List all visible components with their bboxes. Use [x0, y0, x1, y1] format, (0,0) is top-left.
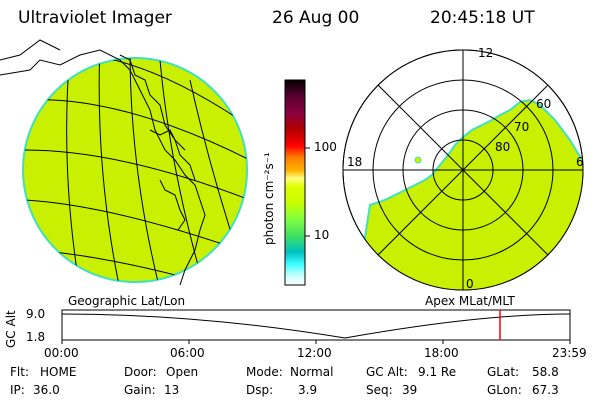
aurora-spot: [414, 156, 422, 164]
polar-image-panel: [342, 49, 584, 291]
polar-grid: [342, 49, 584, 291]
time-label: 20:45:18 UT: [430, 8, 535, 28]
alt-ytick-high: 9.0: [26, 307, 46, 321]
colorbar-gradient: [284, 79, 306, 286]
ip-label: IP:: [10, 383, 25, 397]
gain-label: Gain:: [124, 383, 156, 397]
geographic-image-panel: [0, 39, 248, 286]
geo-panel-label: Geographic Lat/Lon: [68, 294, 186, 308]
mlt-label-18: 18: [347, 155, 363, 169]
seq-value: 39: [402, 383, 418, 397]
geo-disk: [22, 57, 248, 283]
colorbar: [284, 79, 310, 286]
gcalt-value: 9.1 Re: [418, 365, 457, 379]
glat-value: 58.8: [532, 365, 559, 379]
mode-value: Normal: [290, 365, 334, 379]
glon-label: GLon:: [487, 383, 522, 397]
colorbar-unit-label: photon cm⁻²s⁻¹: [262, 152, 276, 245]
dsp-value: 3.9: [298, 383, 318, 397]
date-label: 26 Aug 00: [272, 8, 360, 28]
lat-label-70: 70: [514, 120, 530, 134]
altitude-plot: [61, 309, 571, 344]
app-title: Ultraviolet Imager: [18, 8, 172, 28]
lat-label-60: 60: [536, 97, 552, 111]
door-label: Door:: [124, 365, 157, 379]
coastline: [0, 39, 206, 286]
mode-label: Mode:: [246, 365, 283, 379]
alt-xtick-label-4: 23:59: [552, 346, 587, 360]
seq-label: Seq:: [366, 383, 393, 397]
alt-plot-frame: [61, 309, 571, 341]
alt-curve: [61, 313, 571, 339]
colorbar-label-100: 100: [314, 140, 337, 154]
polar-panel-label: Apex MLat/MLT: [425, 294, 515, 308]
mlt-label-0: 0: [466, 277, 474, 291]
glat-label: GLat:: [487, 365, 520, 379]
mlt-label-6: 6: [576, 155, 584, 169]
polar-aurora: [343, 98, 583, 290]
ip-value: 36.0: [33, 383, 60, 397]
gcalt-label: GC Alt:: [366, 365, 408, 379]
mlt-label-12: 12: [478, 46, 494, 60]
alt-xtick-label-2: 12:00: [297, 346, 332, 360]
dsp-label: Dsp:: [246, 383, 274, 397]
colorbar-label-10: 10: [314, 228, 330, 242]
flt-value: HOME: [40, 365, 77, 379]
alt-ylabel: GC Alt: [4, 310, 18, 348]
glon-value: 67.3: [532, 383, 559, 397]
gain-value: 13: [164, 383, 180, 397]
alt-xtick-label-1: 06:00: [170, 346, 205, 360]
door-value: Open: [166, 365, 199, 379]
alt-xtick-label-3: 18:00: [424, 346, 459, 360]
alt-xtick-label-0: 00:00: [44, 346, 79, 360]
flt-label: Flt:: [10, 365, 29, 379]
alt-ytick-low: 1.8: [26, 330, 46, 344]
lat-label-80: 80: [495, 140, 511, 154]
